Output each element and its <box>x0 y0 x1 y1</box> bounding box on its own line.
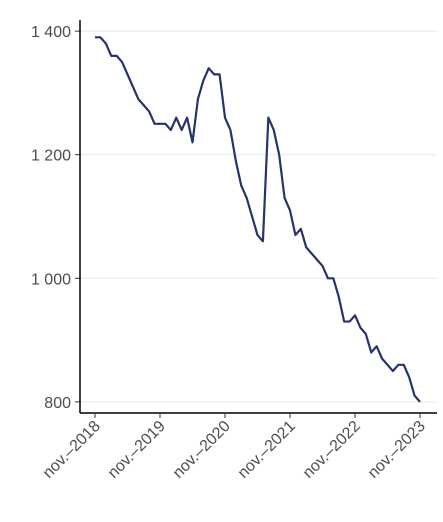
x-tick-label: nov.–2018 <box>40 418 104 482</box>
x-tick-label: nov.–2020 <box>170 418 234 482</box>
y-tick-label: 1 000 <box>31 271 71 288</box>
x-tick-label: nov.–2019 <box>105 418 169 482</box>
line <box>95 36 421 403</box>
x-tick-label: nov.–2023 <box>365 418 429 482</box>
x-tick-label: nov.–2022 <box>300 418 364 482</box>
y-tick-label: 800 <box>44 395 71 412</box>
y-tick-label: 1 400 <box>31 24 71 41</box>
x-tick-label: nov.–2021 <box>235 418 299 482</box>
y-tick-label: 1 200 <box>31 148 71 165</box>
